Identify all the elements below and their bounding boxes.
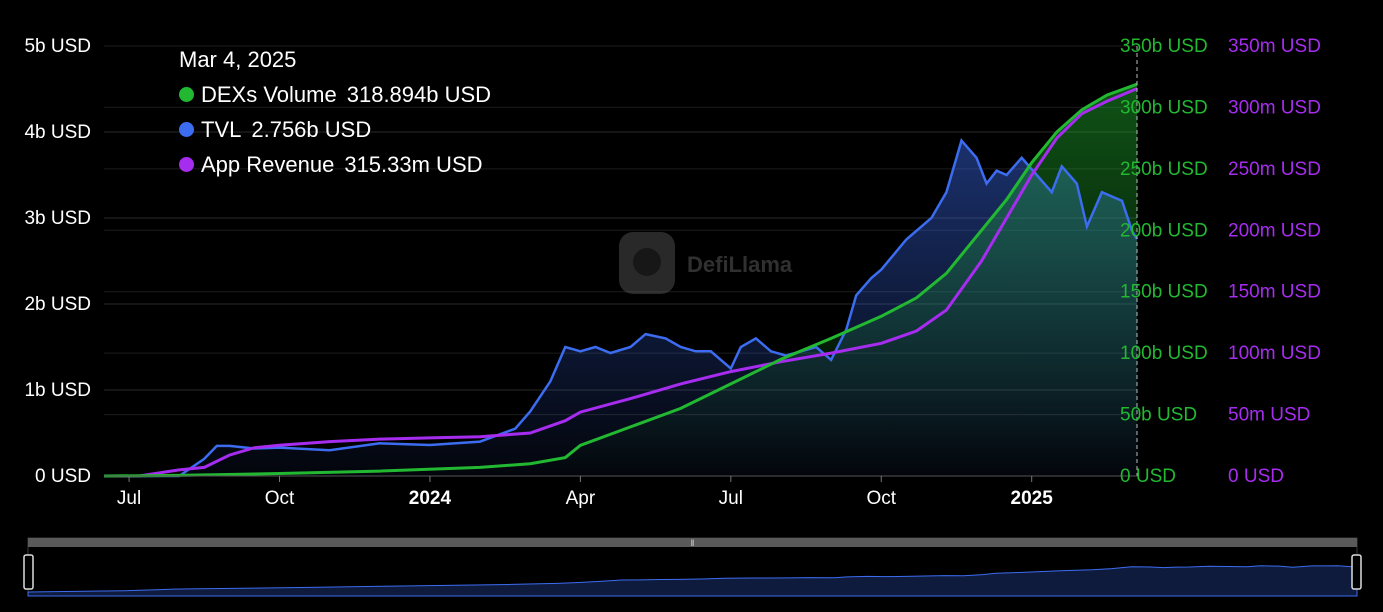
y-tick-revenue: 150m USD <box>1228 282 1321 303</box>
y-tick-left: 3b USD <box>24 208 91 229</box>
slider-bar <box>28 538 1357 547</box>
x-tick-label: Apr <box>566 488 596 509</box>
y-tick-revenue: 0 USD <box>1228 466 1284 487</box>
x-tick-label: Oct <box>866 488 896 509</box>
x-tick-label: Oct <box>265 488 295 509</box>
y-tick-dex: 300b USD <box>1120 97 1208 118</box>
y-tick-left: 2b USD <box>24 294 91 315</box>
y-tick-dex: 150b USD <box>1120 282 1208 303</box>
tooltip-revenue-value: 315.33m USD <box>344 152 483 177</box>
y-tick-dex: 50b USD <box>1120 405 1197 426</box>
y-tick-revenue: 50m USD <box>1228 405 1310 426</box>
revenue-legend-dot <box>179 157 194 172</box>
slider-handle-left[interactable] <box>23 554 34 590</box>
y-tick-revenue: 250m USD <box>1228 159 1321 180</box>
y-tick-dex: 250b USD <box>1120 159 1208 180</box>
tooltip-row-dex: DEXs Volume 318.894b USD <box>179 77 491 112</box>
y-tick-left: 0 USD <box>35 466 91 487</box>
x-tick-label: 2025 <box>1011 488 1054 509</box>
range-slider[interactable]: ‖ <box>23 537 1362 597</box>
app-revenue-line <box>104 87 1138 478</box>
tvl-legend-dot <box>179 122 194 137</box>
tooltip-row-revenue: App Revenue 315.33m USD <box>179 147 491 182</box>
tooltip-dex-value: 318.894b USD <box>346 82 492 107</box>
tooltip-tvl-value: 2.756b USD <box>251 117 372 142</box>
slider-handle-right[interactable] <box>1351 554 1362 590</box>
watermark-text: DefiLlama <box>687 252 793 277</box>
slider-grip: ‖ <box>691 538 695 548</box>
y-tick-revenue: 100m USD <box>1228 343 1321 364</box>
axes-layer: 0 USD 1b USD 2b USD 3b USD 4b USD 5b USD 0 USD… <box>24 36 1320 509</box>
gridlines <box>104 45 1137 477</box>
tooltip-date: Mar 4, 2025 <box>179 47 297 72</box>
y-tick-left: 5b USD <box>24 36 91 57</box>
defillama-watermark: DefiLlama <box>619 232 793 294</box>
tooltip-tvl-label: TVL <box>201 117 242 142</box>
tooltip-dex-label: DEXs Volume <box>201 82 337 107</box>
x-tick-label: Jul <box>719 488 743 509</box>
y-tick-dex: 0 USD <box>1120 466 1176 487</box>
tooltip-row-tvl: TVL 2.756b USD <box>179 112 491 147</box>
tooltip-revenue-label: App Revenue <box>201 152 335 177</box>
slider-preview <box>27 565 1358 597</box>
y-tick-left: 1b USD <box>24 380 91 401</box>
y-tick-left: 4b USD <box>24 122 91 143</box>
y-tick-revenue: 350m USD <box>1228 36 1321 57</box>
y-tick-dex: 100b USD <box>1120 343 1208 364</box>
series-layer <box>103 82 1139 478</box>
y-tick-dex: 200b USD <box>1120 220 1208 241</box>
y-tick-revenue: 200m USD <box>1228 220 1321 241</box>
x-tick-label: Jul <box>117 488 141 509</box>
dex-legend-dot <box>179 87 194 102</box>
dex-volume-line <box>103 82 1138 478</box>
y-tick-revenue: 300m USD <box>1228 97 1321 118</box>
y-tick-dex: 350b USD <box>1120 36 1208 57</box>
tooltip: Mar 4, 2025 DEXs Volume 318.894b USD TVL… <box>179 42 491 182</box>
x-tick-label: 2024 <box>409 488 452 509</box>
dex-volume-area <box>104 84 1137 476</box>
